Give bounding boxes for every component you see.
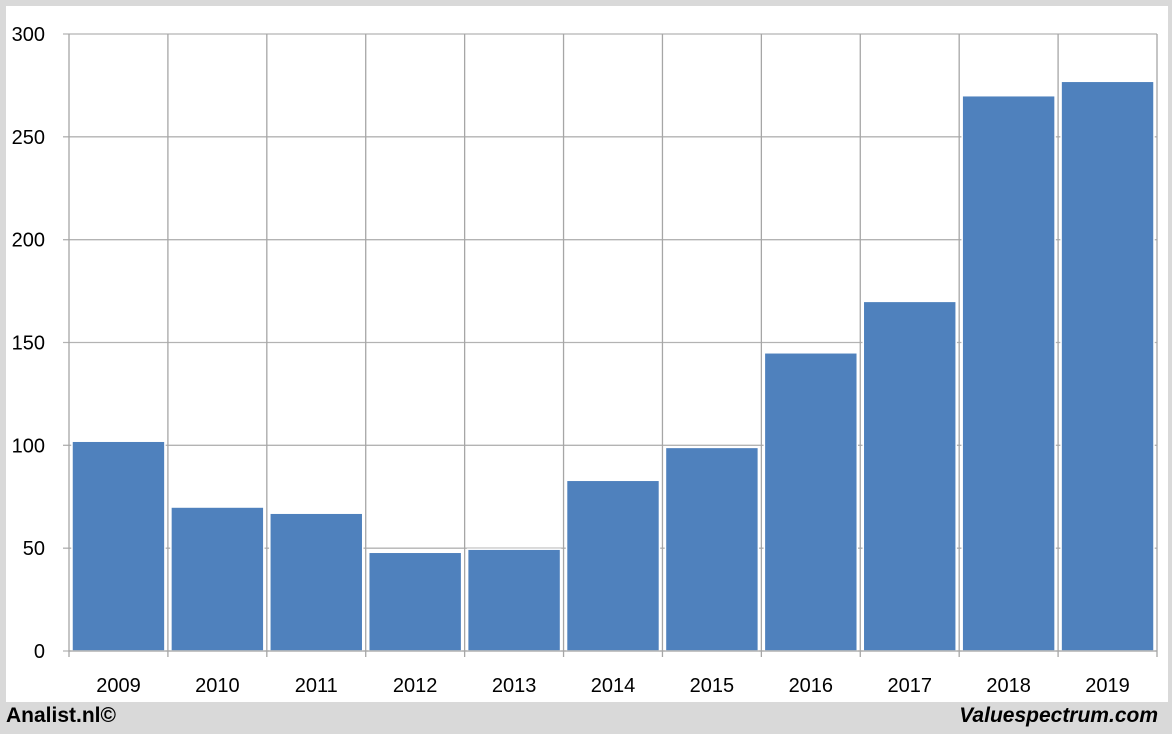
bar-2018 <box>961 94 1056 652</box>
x-tick-label: 2017 <box>887 675 932 697</box>
x-tick-label: 2009 <box>96 675 141 697</box>
y-tick-label: 0 <box>34 641 45 663</box>
bar-2016 <box>763 352 859 652</box>
y-tick-label: 100 <box>12 435 45 457</box>
x-tick-label: 2018 <box>986 675 1031 697</box>
bar-2019 <box>1060 80 1155 652</box>
x-tick-label: 2012 <box>393 675 438 697</box>
bar-2012 <box>367 551 463 652</box>
bar-2010 <box>170 506 265 652</box>
footer-brand-right: Valuespectrum.com <box>959 704 1158 727</box>
y-tick-label: 250 <box>12 127 45 149</box>
bar-2011 <box>269 512 364 652</box>
chart-panel: 0 50 100 150 200 250 300 2009 2010 2011 2012 2013 20… <box>6 6 1168 702</box>
bar-2013 <box>466 548 562 652</box>
bar-2015 <box>664 446 760 652</box>
footer-brand-left: Analist.nl© <box>6 704 116 727</box>
x-tick-label: 2016 <box>789 675 834 697</box>
bar-2009 <box>71 440 166 652</box>
bar-2017 <box>862 300 957 652</box>
y-tick-label: 150 <box>12 333 45 355</box>
x-tick-label: 2019 <box>1085 675 1130 697</box>
y-tick-label: 200 <box>12 230 45 252</box>
x-tick-label: 2014 <box>591 675 636 697</box>
bar-chart: 0 50 100 150 200 250 300 2009 2010 2011 2012 2013 20… <box>12 24 1158 697</box>
x-tick-label: 2015 <box>690 675 735 697</box>
x-tick-label: 2010 <box>195 675 240 697</box>
x-tick-label: 2013 <box>492 675 537 697</box>
bar-2014 <box>565 479 661 652</box>
y-tick-label: 300 <box>12 24 45 46</box>
y-tick-label: 50 <box>23 538 45 560</box>
x-tick-label: 2011 <box>295 675 338 697</box>
